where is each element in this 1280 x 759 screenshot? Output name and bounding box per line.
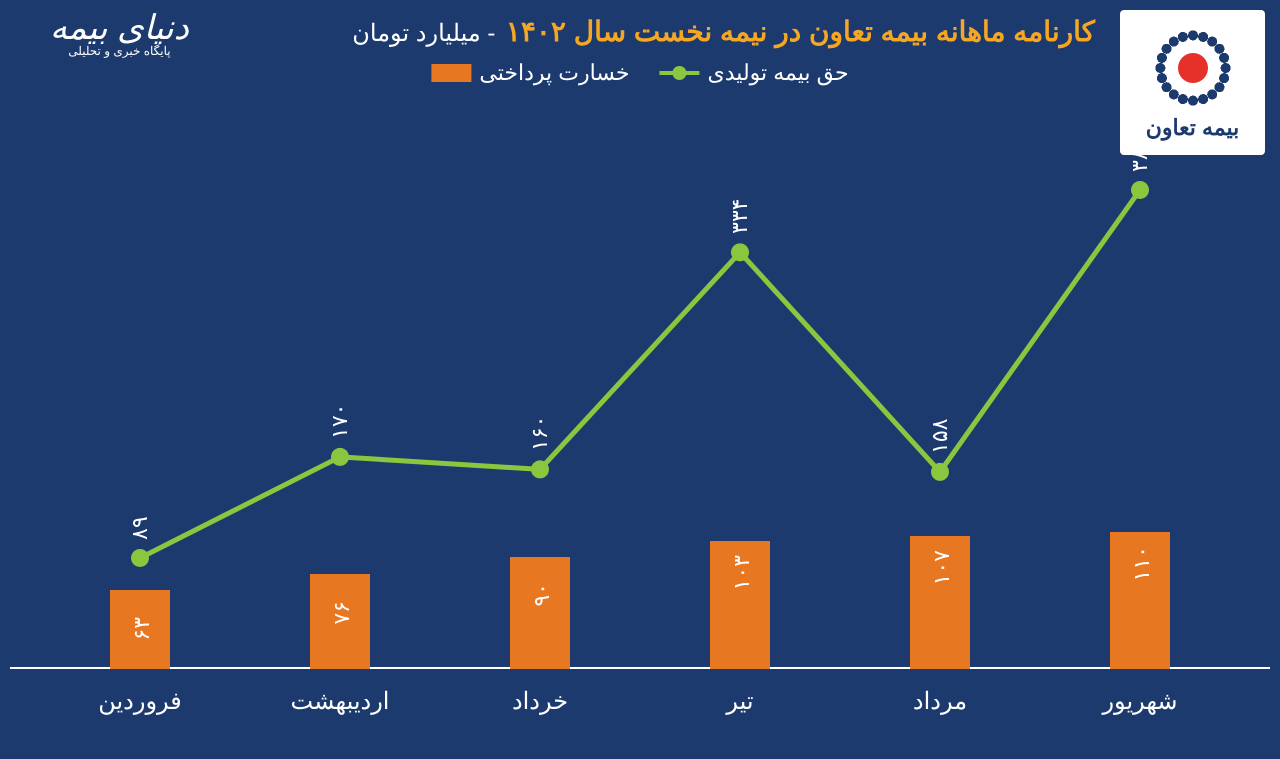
site-logo-sub: پایگاه خبری و تحلیلی (50, 44, 189, 58)
line-value-label: ۳۳۴ (727, 199, 753, 234)
legend-label-line: حق بیمه تولیدی (708, 60, 849, 86)
line-series (140, 190, 1140, 558)
legend-item-line: حق بیمه تولیدی (660, 60, 849, 86)
bar-value-label: ۹۰ (529, 583, 555, 607)
line-marker (331, 448, 349, 466)
line-marker (931, 463, 949, 481)
line-value-label: ۱۶۰ (527, 416, 553, 451)
line-value-label: ۸۹ (127, 516, 153, 540)
x-axis-label: تیر (726, 687, 753, 716)
line-value-label: ۱۷۰ (327, 403, 353, 438)
title-block: کارنامه ماهانه بیمه تعاون در نیمه نخست س… (352, 15, 1095, 48)
legend-item-bar: خسارت پرداختی (431, 60, 629, 86)
legend-label-bar: خسارت پرداختی (479, 60, 629, 86)
x-axis-label: خرداد (512, 687, 568, 716)
legend-marker-line-icon (660, 71, 700, 75)
x-axis-label: اردیبهشت (291, 687, 390, 716)
chart-subtitle: - میلیارد تومان (352, 20, 495, 47)
line-value-label: ۱۵۸ (927, 418, 953, 453)
line-marker (531, 460, 549, 478)
company-logo: بیمه تعاون (1120, 10, 1265, 155)
legend-marker-bar-icon (431, 64, 471, 82)
chart-title: کارنامه ماهانه بیمه تعاون در نیمه نخست س… (506, 16, 1095, 47)
legend: حق بیمه تولیدی خسارت پرداختی (431, 60, 848, 86)
bar-value-label: ۱۱۰ (1129, 546, 1155, 581)
bar-value-label: ۶۳ (129, 617, 155, 641)
line-value-label: ۳۸۴ (1127, 137, 1153, 172)
plot-area: ۶۳فروردین۸۹۷۶اردیبهشت۱۷۰۹۰خرداد۱۶۰۱۰۳تیر… (40, 170, 1240, 669)
company-emblem-center (1178, 53, 1208, 83)
chart-root: دنیای بیمه پایگاه خبری و تحلیلی کارنامه … (0, 0, 1280, 759)
line-marker (131, 549, 149, 567)
bar (510, 557, 570, 669)
line-marker (731, 243, 749, 261)
x-axis-label: مرداد (913, 687, 967, 716)
bar-value-label: ۱۰۷ (929, 550, 955, 585)
company-name: بیمه تعاون (1146, 115, 1240, 141)
company-emblem-icon (1150, 25, 1236, 111)
line-series-svg (40, 170, 1240, 669)
bar-value-label: ۷۶ (329, 601, 355, 625)
x-axis-label: شهریور (1102, 687, 1177, 716)
bar-value-label: ۱۰۳ (729, 555, 755, 590)
site-logo: دنیای بیمه پایگاه خبری و تحلیلی (50, 8, 189, 58)
line-marker (1131, 181, 1149, 199)
x-axis-label: فروردین (98, 687, 182, 716)
site-logo-main: دنیای بیمه (50, 8, 189, 48)
